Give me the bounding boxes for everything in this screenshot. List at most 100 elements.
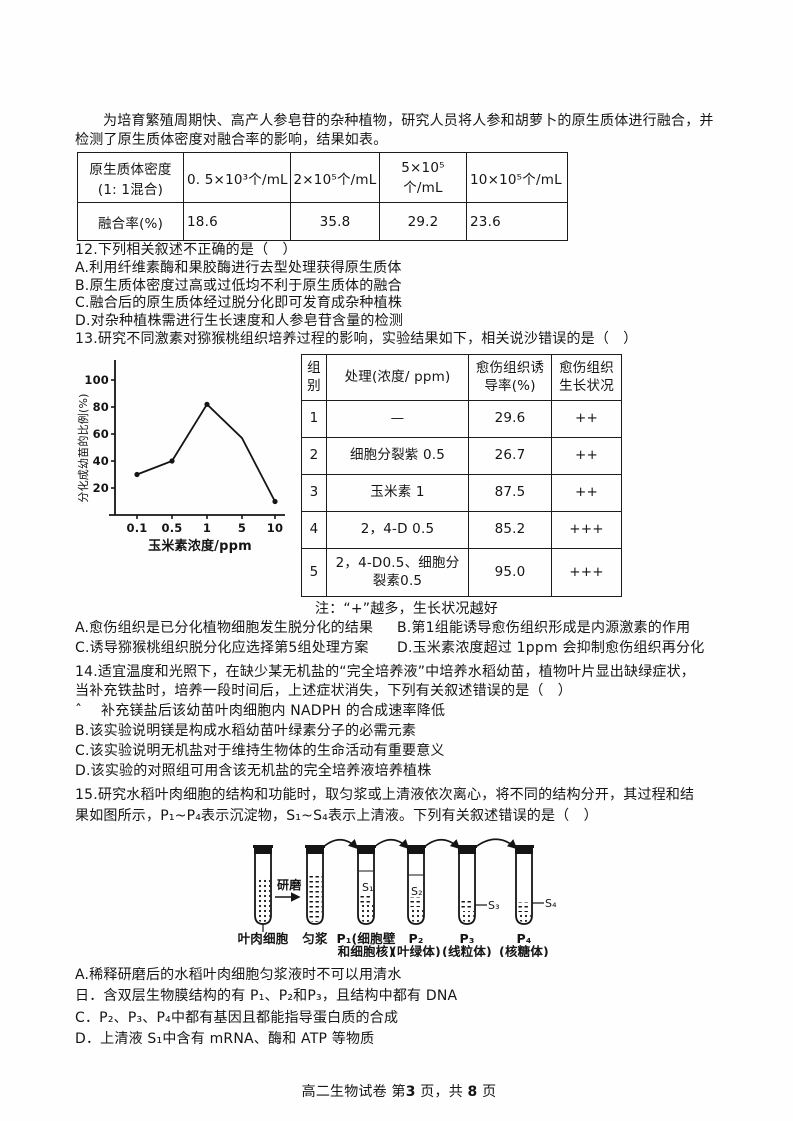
line-chart-svg: 20 40 60 80 100 0.1 0.5 1 5 10 玉米素浓度/ppm 分化成幼苗的比例(%…	[76, 360, 285, 554]
svg-text:0.5: 0.5	[162, 521, 183, 535]
svg-text:20: 20	[93, 481, 109, 495]
svg-text:玉米素浓度/ppm: 玉米素浓度/ppm	[148, 538, 252, 554]
q13-option-c: C.诱导猕猴桃组织脱分化应选择第5组处理方案	[75, 640, 369, 656]
q13-option-b: B.第1组能诱导愈伤组织形成是内源激素的作用	[397, 620, 691, 636]
q13-note: 注：“+”越多，生长状况越好	[315, 601, 499, 617]
svg-text:80: 80	[93, 400, 109, 414]
page-footer: 高二生物试卷 第3 页，共 8 页	[301, 1083, 497, 1100]
t2-header-group: 组别	[301, 354, 327, 401]
table1-value-3: 29.2	[379, 202, 467, 241]
tube-labels-row2: 和细胞核) (叶绿体) (线粒体) (核糖体)	[337, 944, 549, 959]
grind-label: 研磨	[277, 877, 301, 892]
table-cell: +++	[551, 511, 622, 549]
table-cell: 玉米素 1	[326, 474, 469, 512]
svg-text:1: 1	[203, 521, 211, 535]
table-cell: —	[326, 400, 469, 438]
test-tube-diagram-svg: 研磨 S₁	[238, 838, 557, 959]
tube2-label: 匀浆	[302, 931, 328, 946]
footer-title: 高二生物试卷 第	[301, 1083, 406, 1100]
svg-text:10: 10	[267, 521, 283, 535]
svg-text:100: 100	[84, 373, 109, 387]
q14-option-c: C.该实验说明无机盐对于维持生物体的生命活动有重要意义	[75, 743, 445, 759]
s3-label: S₃	[488, 899, 500, 912]
zeatin-line-chart: 20 40 60 80 100 0.1 0.5 1 5 10 玉米素浓度/ppm 分化成幼苗的比例(%…	[75, 352, 297, 562]
table-cell: 2，4-D 0.5	[326, 511, 469, 549]
table1-value-1: 18.6	[183, 202, 291, 241]
table1-value-2: 35.8	[290, 202, 380, 241]
table1-header-cell: 原生质体密度 (1: 1混合)	[77, 152, 184, 203]
q15-stem-line2: 果如图所示，P₁~P₄表示沉淀物，S₁~S₄表示上清液。下列有关叙述错误的是（ …	[75, 808, 598, 824]
table-cell: 3	[301, 474, 327, 512]
tube-p2: S₂	[406, 845, 426, 925]
svg-text:60: 60	[93, 427, 109, 441]
q12-option-b: B.原生质体密度过高或过低均不利于原生质体的融合	[75, 277, 402, 294]
table-cell: 1	[301, 400, 327, 438]
question-15: 15.研究水稻叶肉细胞的结构和功能时，取匀浆或上清液依次离心，将不同的结构分开，…	[75, 785, 723, 1051]
table1-density-2: 2×10⁵个/mL	[290, 152, 380, 203]
q12-option-c: C.融合后的原生质体经过脱分化即可发育成杂种植株	[75, 295, 403, 311]
q14-stem-line1: 14.适宜温度和光照下，在缺少某无机盐的“完全培养液”中培养水稻幼苗，植物叶片显…	[75, 664, 695, 680]
table-cell: 87.5	[468, 474, 552, 512]
svg-text:0.1: 0.1	[127, 521, 148, 535]
t2-header-induction: 愈伤组织诱导率(%)	[468, 354, 552, 401]
q12-intro-paragraph: 为培育繁殖周期快、高产人参皂苷的杂种植物，研究人员将人参和胡萝卜的原生质体进行融…	[75, 112, 723, 150]
table1-density-1: 0. 5×10³个/mL	[183, 152, 291, 203]
table1-row-label: 融合率(%)	[77, 202, 184, 241]
tube-homogenate	[305, 845, 325, 925]
t2-header-growth: 愈伤组织生长状况	[551, 354, 622, 401]
table-cell: ++	[551, 437, 622, 475]
tube3-label2: 和细胞核)	[337, 944, 395, 957]
svg-text:5: 5	[238, 521, 246, 535]
table-row: 2 细胞分裂紫 0.5 26.7 ++	[301, 437, 622, 475]
intro-line-2: 检测了原生质体密度对融合率的影响，结果如表。	[75, 132, 388, 148]
tube-p4: S₄	[514, 845, 557, 925]
question-14: 14.适宜温度和光照下，在缺少某无机盐的“完全培养液”中培养水稻幼苗，植物叶片显…	[75, 663, 723, 781]
table-cell: +++	[551, 548, 622, 597]
table-cell: 2，4-D0.5、细胞分裂素0.5	[326, 548, 469, 597]
table-cell: 95.0	[468, 548, 552, 597]
svg-text:40: 40	[93, 454, 109, 468]
tube-labels-row1: 叶肉细胞 匀浆 P₁(细胞壁 P₂ P₃ P₄	[238, 931, 532, 946]
intro-line-1: 为培育繁殖周期快、高产人参皂苷的杂种植物，研究人员将人参和胡萝卜的原生质体进行融…	[103, 113, 714, 129]
tube6-label2: (核糖体)	[499, 944, 549, 957]
tube1-label: 叶肉细胞	[238, 931, 289, 946]
table-cell: 细胞分裂紫 0.5	[326, 437, 469, 475]
table-cell: 2	[301, 437, 327, 475]
table-cell: ++	[551, 400, 622, 438]
s2-label: S₂	[411, 885, 423, 898]
q12-option-a: A.利用纤维素酶和果胶酶进行去型处理获得原生质体	[75, 260, 402, 276]
table-cell: 26.7	[468, 437, 552, 475]
q15-option-a: A.稀释研磨后的水稻叶肉细胞匀浆液时不可以用清水	[75, 966, 402, 983]
question-12: 12.下列相关叙述不正确的是（ ） A.利用纤维素酶和果胶酶进行去型处理获得原生…	[75, 241, 723, 330]
q15-option-b: 日．含双层生物膜结构的有 P₁、P₂和P₃，且结构中都有 DNA	[75, 988, 458, 1004]
q15-option-d: D．上清液 S₁中含有 mRNA、酶和 ATP 等物质	[75, 1031, 375, 1047]
tube5-label: P₃	[459, 931, 474, 946]
table-row: 3 玉米素 1 87.5 ++	[301, 474, 622, 512]
q15-option-c: C．P₂、P₃、P₄中都有基因且都能指导蛋白质的合成	[75, 1009, 399, 1026]
table1-header-line2: (1: 1混合)	[97, 181, 164, 198]
protoplast-density-table: 原生质体密度 (1: 1混合) 0. 5×10³个/mL 2×10⁵个/mL 5…	[77, 152, 568, 241]
table-row: 5 2，4-D0.5、细胞分裂素0.5 95.0 +++	[301, 548, 622, 597]
t2-body: 1—29.6 ++ 2 细胞分裂紫 0.5 26.7 ++ 3 玉米素 1 87.5 ++ 4 2，4…	[301, 400, 622, 597]
tube-p3: S₃	[457, 845, 500, 925]
tube3-label: P₁(细胞壁	[336, 931, 395, 946]
table1-header-line1: 原生质体密度	[89, 161, 172, 178]
table-row: 1—29.6 ++	[301, 400, 622, 438]
s4-label: S₄	[545, 897, 557, 910]
q12-stem: 12.下列相关叙述不正确的是（ ）	[75, 242, 297, 258]
q14-option-d: D.该实验的对照组可用含该无机盐的完全培养液培养植株	[75, 763, 432, 779]
q14-option-a: ˆ 补充镁盐后该幼苗叶肉细胞内 NADPH 的合成速率降低	[75, 703, 446, 719]
table-cell: 85.2	[468, 511, 552, 549]
centrifugation-diagram: 研磨 S₁	[235, 829, 723, 963]
tube5-label2: (线粒体)	[442, 944, 492, 957]
q13-option-d: D.玉米素浓度超过 1ppm 会抑制愈伤组织再分化	[397, 640, 705, 656]
q13-option-a: A.愈伤组织是已分化植物细胞发生脱分化的结果	[75, 620, 374, 636]
t2-header-treatment: 处理(浓度/ ppm)	[326, 354, 469, 401]
footer-total-pages: 8	[467, 1083, 478, 1100]
tube4-label2: (叶绿体)	[391, 944, 441, 957]
tube-p1: S₁	[356, 845, 376, 925]
table-row: 4 2，4-D 0.5 85.2 +++	[301, 511, 622, 549]
table-cell: 4	[301, 511, 327, 549]
table-cell: 5	[301, 548, 327, 597]
